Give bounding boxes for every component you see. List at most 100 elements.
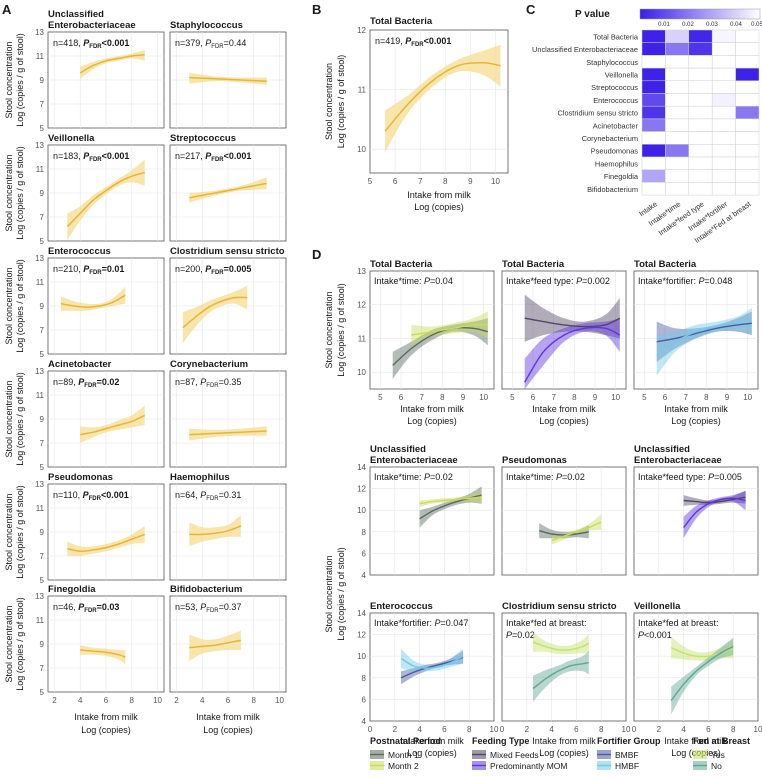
y-tick-label: 5 bbox=[40, 124, 45, 133]
x-tick-label: 8 bbox=[572, 393, 577, 402]
fit-line bbox=[419, 496, 482, 505]
fit-line bbox=[524, 317, 621, 328]
x-axis-title: Log (copies) bbox=[203, 725, 253, 735]
heatmap-cell bbox=[711, 118, 736, 132]
p-subscript: FDR bbox=[84, 383, 97, 389]
x-tick-label: 8 bbox=[252, 696, 257, 705]
x-axis-title: Log (copies) bbox=[81, 725, 131, 735]
y-tick-label: 9 bbox=[40, 415, 45, 424]
interaction-annotation: Intake*time: P=0.02 bbox=[506, 472, 585, 482]
p-subscript: FDR bbox=[89, 157, 102, 163]
subplot-title: Clostridium sensu stricto bbox=[170, 246, 285, 257]
stat-annotation: n=183, PFDR<0.001 bbox=[53, 151, 129, 163]
n-count: n=200, bbox=[175, 264, 205, 274]
legend-title: Postnatal Period bbox=[370, 736, 441, 746]
p-symbol: P bbox=[78, 602, 85, 612]
subplot-title: Enterobacteriaceae bbox=[634, 455, 722, 466]
x-tick-label: 9 bbox=[725, 393, 730, 402]
p-value: =0.048 bbox=[705, 276, 733, 286]
y-tick-label: 7 bbox=[40, 100, 45, 109]
y-tick-label: 10 bbox=[357, 368, 366, 377]
subplot-total-bacteria: Total Bacteria Intake*fortifier: P=0.048 5… bbox=[633, 259, 759, 402]
y-tick-label: 11 bbox=[358, 86, 367, 95]
x-tick-label: 10 bbox=[275, 696, 284, 705]
confidence-band bbox=[67, 526, 145, 557]
interaction-annotation: Intake*feed type: P=0.005 bbox=[638, 472, 742, 482]
y-tick-label: 5 bbox=[40, 350, 45, 359]
subplot-streptococcus: Streptococcus n=217, PFDR<0.001 bbox=[169, 133, 287, 242]
x-tick-label: 0 bbox=[632, 725, 637, 734]
x-tick-label: 4 bbox=[417, 725, 422, 734]
heatmap-cell bbox=[711, 182, 736, 196]
x-axis-title: Intake from milk bbox=[664, 736, 728, 746]
n-count: n=46, bbox=[53, 602, 78, 612]
y-axis-title: Log (copies / g of stool) bbox=[336, 547, 346, 641]
heatmap-row-label: Enterococcus bbox=[593, 96, 638, 105]
subplot-clostridium-sensu-stricto: Clostridium sensu stricto Intake*fed at b… bbox=[500, 601, 631, 734]
subplot-title: Enterobacteriaceae bbox=[370, 455, 458, 466]
y-tick-label: 5 bbox=[40, 463, 45, 472]
fit-line bbox=[392, 326, 488, 366]
x-tick-label: 6 bbox=[393, 177, 398, 186]
interaction-annotation: Intake*fed at breast: bbox=[506, 618, 587, 628]
heatmap-cell bbox=[711, 169, 736, 183]
color-scale-tick: 0.01 bbox=[658, 22, 670, 28]
p-symbol: P bbox=[83, 490, 90, 500]
subplot-total-bacteria: Total Bacteria Intake*feed type: P=0.002 5… bbox=[501, 259, 627, 402]
subplot-title: Finegoldia bbox=[48, 584, 96, 595]
x-tick-label: 5 bbox=[378, 393, 383, 402]
interaction-term: Intake*time: bbox=[374, 472, 424, 482]
n-count: n=210, bbox=[53, 264, 83, 274]
subplot-enterococcus: Enterococcus Intake*fortifier: P=0.047 4 6 8… bbox=[357, 601, 499, 734]
x-tick-label: 0 bbox=[368, 725, 373, 734]
n-count: n=110, bbox=[53, 490, 83, 500]
heatmap-cell bbox=[641, 118, 666, 132]
p-value: =0.03 bbox=[97, 602, 120, 612]
p-value: <0.001 bbox=[424, 36, 452, 46]
y-tick-label: 13 bbox=[35, 480, 44, 489]
heatmap-cell bbox=[688, 169, 713, 183]
subplot-title: Total Bacteria bbox=[634, 259, 697, 270]
x-tick-label: 8 bbox=[443, 177, 448, 186]
p-value: =0.04 bbox=[430, 276, 453, 286]
heatmap-row-label: Haemophilus bbox=[595, 159, 638, 168]
legend-item-label: Yes bbox=[711, 750, 725, 760]
p-symbol: P bbox=[200, 602, 206, 612]
subplot-total-bacteria: Total Bacteria Intake*time: P=0.04 10 11 12 1… bbox=[357, 259, 495, 402]
stat-annotation: n=419, PFDR<0.001 bbox=[375, 36, 451, 48]
subplot-title: Enterococcus bbox=[48, 246, 111, 257]
subplot-title: Unclassified bbox=[370, 444, 426, 455]
y-axis-title: Log (copies / g of stool) bbox=[15, 146, 25, 240]
x-tick-label: 8 bbox=[731, 725, 736, 734]
x-tick-label: 5 bbox=[510, 393, 515, 402]
heatmap-cell bbox=[735, 156, 760, 170]
p-subscript: FDR bbox=[211, 44, 224, 50]
p-value: =0.02 bbox=[97, 377, 120, 387]
p-value: =0.01 bbox=[102, 264, 125, 274]
x-tick-label: 5 bbox=[368, 177, 373, 186]
p-value: =0.44 bbox=[224, 38, 247, 48]
x-tick-label: 5 bbox=[642, 393, 647, 402]
x-tick-label: 2 bbox=[174, 696, 179, 705]
y-tick-label: 7 bbox=[40, 439, 45, 448]
confidence-band bbox=[419, 486, 482, 528]
legend-title: Fed at Breast bbox=[693, 736, 750, 746]
p-symbol: P bbox=[205, 38, 211, 48]
p-value: =0.005 bbox=[224, 264, 252, 274]
heatmap-cell bbox=[665, 118, 690, 132]
y-axis-title: Stool concentration bbox=[4, 380, 14, 457]
x-tick-label: 10 bbox=[622, 725, 631, 734]
p-symbol: P bbox=[424, 276, 430, 286]
heatmap-cell bbox=[665, 55, 690, 69]
interaction-annotation: Intake*fortifier: P=0.047 bbox=[374, 618, 468, 628]
p-value: =0.02 bbox=[430, 472, 453, 482]
heatmap-row-label: Acinetobacter bbox=[593, 121, 639, 130]
x-tick-label: 10 bbox=[754, 725, 762, 734]
p-subscript: FDR bbox=[89, 270, 102, 276]
x-tick-label: 7 bbox=[418, 177, 423, 186]
heatmap-row-label: Unclassified Enterobacteriaceae bbox=[532, 45, 638, 54]
y-tick-label: 13 bbox=[35, 592, 44, 601]
n-count: n=183, bbox=[53, 151, 83, 161]
